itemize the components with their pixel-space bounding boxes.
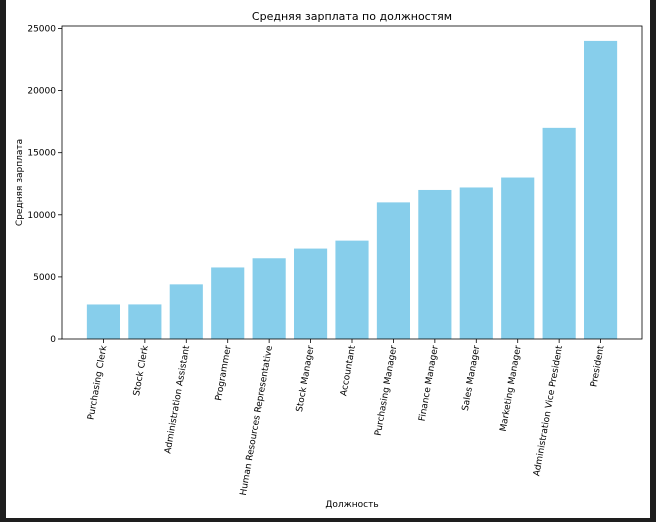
bar xyxy=(294,248,328,339)
bar xyxy=(501,177,535,339)
x-tick-label: Administration Vice President xyxy=(532,344,565,477)
y-tick-label: 25000 xyxy=(27,24,56,34)
x-tick-label: Stock Manager xyxy=(295,344,317,412)
bar xyxy=(211,267,245,339)
x-tick-label: Stock Clerk xyxy=(132,344,151,397)
bar xyxy=(584,40,618,340)
y-tick-label: 15000 xyxy=(27,149,56,159)
y-axis-title: Средняя зарплата xyxy=(15,139,25,226)
bar xyxy=(169,284,203,339)
x-tick-label: Accountant xyxy=(339,344,358,397)
bar xyxy=(335,240,369,339)
x-tick-label: Human Resources Representative xyxy=(239,344,275,496)
y-tick-label: 10000 xyxy=(27,211,56,221)
y-axis: 0 5000 10000 15000 20000 25000 xyxy=(27,24,62,345)
bar-chart: Средняя зарплата по должностям 0 5000 1000… xyxy=(15,10,643,510)
x-tick-label: Programmer xyxy=(214,344,234,401)
y-tick-label: 5000 xyxy=(33,273,56,283)
x-tick-label: Administration Assistant xyxy=(163,344,192,454)
x-tick-label: President xyxy=(589,344,606,388)
y-tick-label: 0 xyxy=(50,335,56,345)
figure-frame: Средняя зарплата по должностям 0 5000 1000… xyxy=(6,0,650,518)
bars-group xyxy=(86,40,618,340)
bar xyxy=(128,304,162,339)
bar xyxy=(376,202,410,339)
x-tick-label: Purchasing Clerk xyxy=(86,344,109,421)
x-axis: Purchasing Clerk Stock Clerk Administratio… xyxy=(86,339,607,496)
y-tick-label: 20000 xyxy=(27,87,56,97)
x-tick-label: Purchasing Manager xyxy=(374,344,400,436)
x-tick-label: Finance Manager xyxy=(418,344,441,422)
bar xyxy=(86,304,120,339)
bar xyxy=(459,187,493,339)
chart-title: Средняя зарплата по должностям xyxy=(252,10,452,23)
x-tick-label: Sales Manager xyxy=(461,344,482,411)
x-axis-title: Должность xyxy=(325,500,378,510)
bar xyxy=(542,127,576,339)
x-tick-label: Marketing Manager xyxy=(499,344,524,432)
bar xyxy=(252,258,286,339)
bar xyxy=(418,189,452,339)
